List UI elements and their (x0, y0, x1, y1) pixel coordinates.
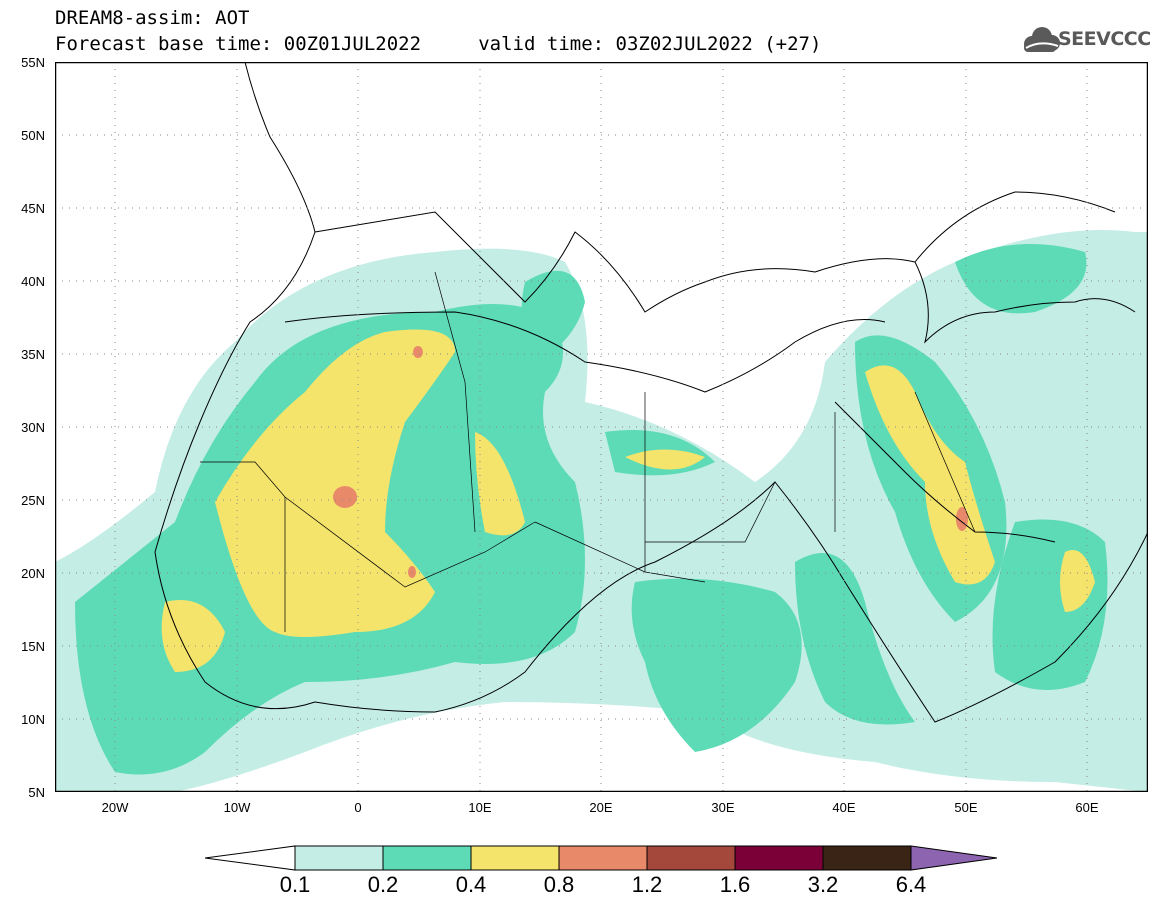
colorbar-bin-1.6-3.2 (734, 845, 824, 871)
lat-label-55n: 55N (21, 55, 45, 70)
colorbar-bin-0.8-1.2 (558, 845, 648, 871)
country-borders (200, 271, 976, 632)
lon-label-50e: 50E (954, 800, 978, 815)
lon-label-40e: 40E (832, 800, 856, 815)
colorbar (205, 845, 998, 871)
forecast-time-line: Forecast base time: 00Z01JUL2022 valid t… (55, 33, 822, 55)
seevccc-logo-text: SEEVCCC (1058, 28, 1151, 50)
lon-label-20e: 20E (589, 800, 613, 815)
aot-map (55, 62, 1148, 792)
lat-label-10n: 10N (21, 712, 45, 727)
lat-label-20n: 20N (21, 566, 45, 581)
lon-label-10e: 10E (468, 800, 492, 815)
colorbar-label-0.1: 0.1 (279, 872, 311, 897)
lat-label-50n: 50N (21, 128, 45, 143)
lat-label-25n: 25N (21, 493, 45, 508)
lon-label-30e: 30E (711, 800, 735, 815)
colorbar-label-0.8: 0.8 (543, 872, 575, 897)
lon-label-0: 0 (354, 800, 362, 815)
colorbar-label-0.2: 0.2 (367, 872, 399, 897)
coastlines (154, 62, 1148, 723)
lat-label-35n: 35N (21, 347, 45, 362)
colorbar-bin-1.2-1.6 (646, 845, 736, 871)
colorbar-bin-0.1-0.2 (294, 845, 384, 871)
colorbar-bin-0.2-0.4 (382, 845, 472, 871)
lat-label-5n: 5N (28, 785, 45, 800)
colorbar-low-arrow (205, 845, 296, 871)
lat-label-30n: 30N (21, 420, 45, 435)
lon-label-60e: 60E (1075, 800, 1099, 815)
cloud-icon (1024, 27, 1060, 52)
colorbar-label-6.4: 6.4 (895, 872, 927, 897)
map-title: DREAM8-assim: AOT (55, 7, 250, 29)
colorbar-label-3.2: 3.2 (807, 872, 839, 897)
lat-label-15n: 15N (21, 639, 45, 654)
colorbar-bin-3.2-6.4 (822, 845, 912, 871)
lat-label-40n: 40N (21, 274, 45, 289)
lon-label-20w: 20W (101, 800, 129, 815)
colorbar-label-1.2: 1.2 (631, 872, 663, 897)
colorbar-high-arrow (910, 845, 998, 871)
colorbar-label-1.6: 1.6 (719, 872, 751, 897)
graticule (55, 62, 1148, 792)
colorbar-label-0.4: 0.4 (455, 872, 487, 897)
lat-label-45n: 45N (21, 201, 45, 216)
colorbar-bin-0.4-0.8 (470, 845, 560, 871)
lon-label-10w: 10W (223, 800, 251, 815)
